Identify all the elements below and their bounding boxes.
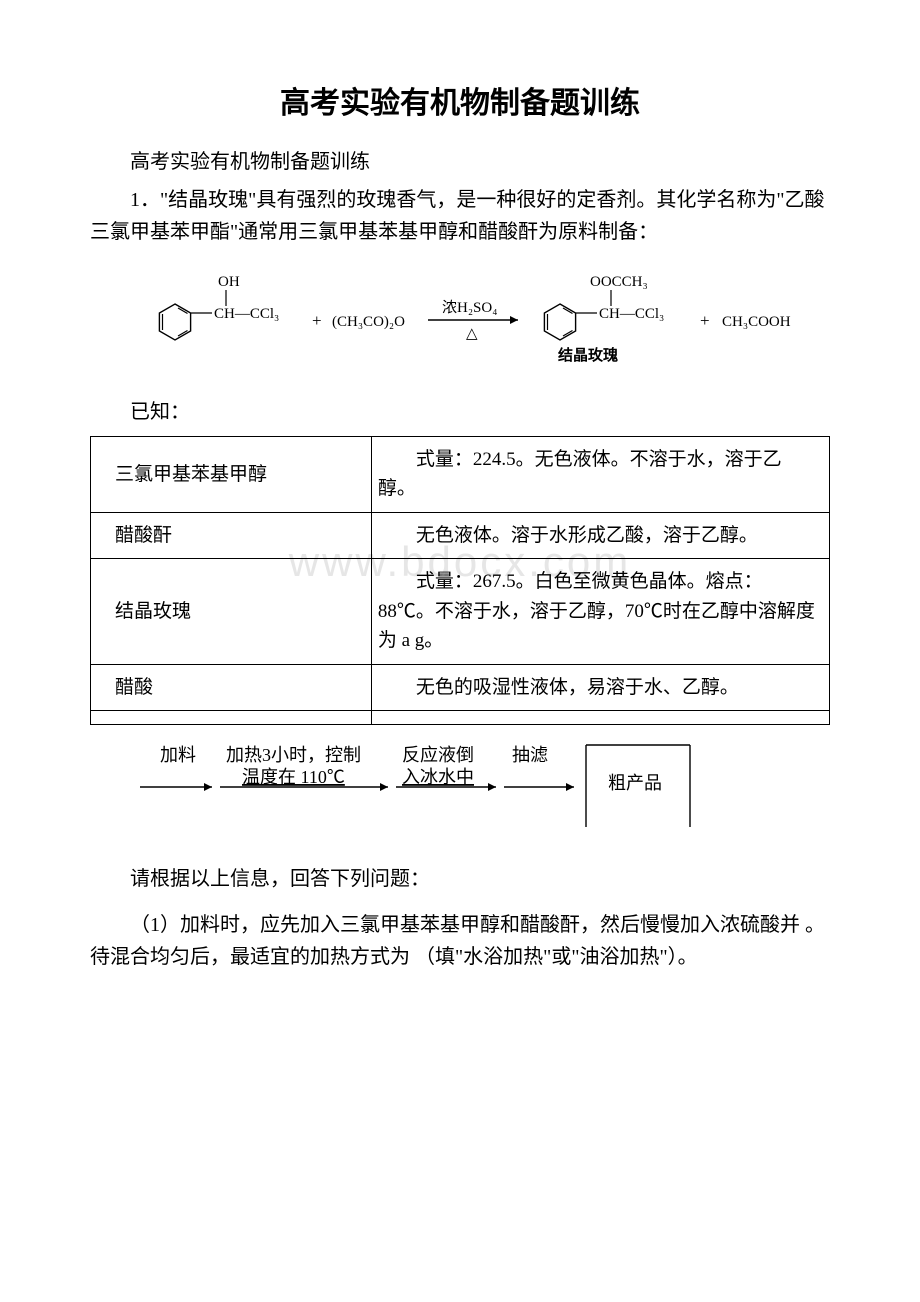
reaction-scheme: CH—CCl₃ OH + (CH₃CO)₂O 浓H₂SO₄ △ CH—CCl₃ … (120, 262, 830, 382)
arrow-bot: △ (466, 326, 478, 342)
cell-name: 三氯甲基苯基甲醇 (91, 437, 372, 513)
flow-step3-bot: 入冰水中 (402, 767, 474, 787)
cell-desc: 式量：267.5。白色至微黄色晶体。熔点：88℃。不溶于水，溶于乙醇，70℃时在… (371, 559, 829, 664)
p1-top: OOCCH₃ (590, 274, 648, 290)
plus-2: + (700, 311, 710, 330)
r1-top: OH (218, 274, 240, 290)
question-1: （1）加料时，应先加入三氯甲基苯基甲醇和醋酸酐，然后慢慢加入浓硫酸并 。待混合均… (90, 909, 830, 973)
cell-desc: 式量：224.5。无色液体。不溶于水，溶于乙醇。 (371, 437, 829, 513)
p1-side: CH—CCl₃ (599, 306, 664, 322)
flow-box-label: 粗产品 (608, 773, 662, 793)
flow-step2-top: 加热3小时，控制 (226, 745, 361, 765)
table-row: 三氯甲基苯基甲醇 式量：224.5。无色液体。不溶于水，溶于乙醇。 (91, 437, 830, 513)
known-label: 已知： (90, 396, 830, 428)
arrow-top: 浓H₂SO₄ (442, 299, 497, 316)
flow-step4: 抽滤 (512, 745, 548, 765)
reagent: (CH₃CO)₂O (332, 314, 405, 330)
cell-desc: 无色的吸湿性液体，易溶于水、乙醇。 (371, 664, 829, 710)
page-title: 高考实验有机物制备题训练 (90, 80, 830, 128)
cell-name: 结晶玫瑰 (91, 559, 372, 664)
flow-step2-bot: 温度在 110℃ (242, 767, 345, 787)
table-row: 醋酸 无色的吸湿性液体，易溶于水、乙醇。 (91, 664, 830, 710)
subtitle-line: 高考实验有机物制备题训练 (90, 146, 830, 178)
r1-side: CH—CCl₃ (214, 306, 279, 322)
question-prompt: 请根据以上信息，回答下列问题： (90, 863, 830, 895)
intro-paragraph: 1．"结晶玫瑰"具有强烈的玫瑰香气，是一种很好的定香剂。其化学名称为"乙酸三氯甲… (90, 184, 830, 248)
cell-name: 醋酸 (91, 664, 372, 710)
cell-desc: 无色液体。溶于水形成乙酸，溶于乙醇。 (371, 512, 829, 558)
cell-name: 醋酸酐 (91, 512, 372, 558)
plus-1: + (312, 311, 322, 330)
flow-step3-top: 反应液倒 (402, 745, 474, 765)
table-row: 醋酸酐 无色液体。溶于水形成乙酸，溶于乙醇。 (91, 512, 830, 558)
process-flow: 加料 加热3小时，控制 温度在 110℃ 反应液倒 入冰水中 抽滤 粗产品 (130, 739, 830, 849)
byproduct: CH₃COOH (722, 314, 791, 330)
table-row: 结晶玫瑰 式量：267.5。白色至微黄色晶体。熔点：88℃。不溶于水，溶于乙醇，… (91, 559, 830, 664)
flow-step1: 加料 (160, 745, 196, 765)
table-row-empty (91, 711, 830, 725)
properties-table: 三氯甲基苯基甲醇 式量：224.5。无色液体。不溶于水，溶于乙醇。 醋酸酐 无色… (90, 436, 830, 725)
product-caption: 结晶玫瑰 (558, 346, 618, 364)
